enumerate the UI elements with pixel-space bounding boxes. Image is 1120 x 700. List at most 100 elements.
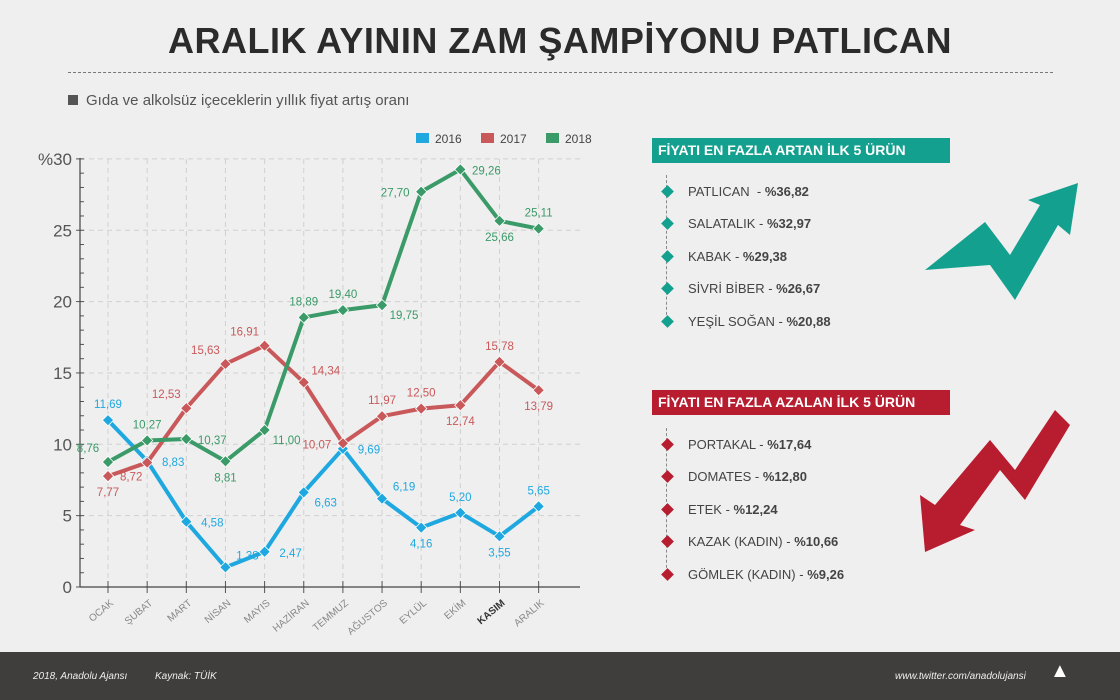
data-point — [454, 163, 467, 176]
data-label: 10,07 — [303, 439, 332, 451]
legend-swatch-2018 — [546, 133, 559, 143]
data-label: 19,40 — [329, 289, 358, 301]
legend-label-2018: 2018 — [565, 132, 592, 146]
data-label: 9,69 — [358, 445, 380, 457]
data-point — [493, 214, 506, 228]
y-tick-label: 0 — [63, 578, 72, 597]
data-point — [140, 456, 154, 469]
source: Kaynak: TÜİK — [155, 671, 217, 682]
data-label: 8,72 — [120, 472, 142, 484]
trend-up-arrow-icon — [925, 183, 1078, 300]
data-label: 12,50 — [407, 388, 436, 400]
trend-down-arrow-icon — [920, 410, 1070, 552]
increase-header: FİYATI EN FAZLA ARTAN İLK 5 ÜRÜN — [652, 138, 950, 163]
data-point — [375, 298, 389, 312]
data-label: 4,16 — [410, 539, 432, 551]
list-item: YEŞİL SOĞAN - %20,88 — [661, 305, 831, 338]
data-point — [180, 401, 193, 415]
y-tick-label: 20 — [53, 293, 72, 312]
data-point — [258, 339, 271, 352]
data-label: 27,70 — [381, 188, 410, 200]
twitter-link[interactable]: www.twitter.com/anadolujansi — [895, 671, 1026, 682]
data-label: 3,55 — [488, 547, 510, 559]
decrease-list: PORTAKAL - %17,64 DOMATES - %12,80 ETEK - … — [661, 428, 845, 591]
product-name: PORTAKAL - — [688, 436, 768, 452]
list-item: DOMATES - %12,80 — [661, 461, 844, 494]
legend-label-2016: 2016 — [435, 132, 462, 146]
product-value: %17,64 — [767, 436, 812, 452]
aa-logo: ▲ — [1050, 660, 1070, 682]
data-label: 18,89 — [289, 296, 318, 308]
data-label: 15,78 — [485, 341, 514, 353]
data-label: 29,26 — [472, 165, 501, 177]
square-bullet-icon — [68, 95, 78, 105]
data-point — [414, 402, 428, 415]
y-tick-label: 10 — [53, 435, 72, 454]
data-point — [336, 303, 350, 317]
product-value: %29,38 — [742, 248, 788, 264]
list-item: KAZAK (KADIN) - %10,66 — [661, 526, 844, 559]
data-label: 12,74 — [446, 416, 475, 428]
data-point — [493, 530, 506, 543]
data-label: 11,00 — [273, 435, 301, 447]
data-point — [375, 492, 389, 505]
data-label: 6,63 — [315, 497, 337, 509]
data-point — [375, 409, 389, 423]
data-label: 13,79 — [524, 401, 553, 413]
product-name: SİVRİ BİBER - — [688, 281, 777, 297]
data-label: 25,11 — [525, 208, 553, 220]
list-item: PORTAKAL - %17,64 — [661, 428, 844, 461]
data-label: 11,69 — [94, 399, 122, 411]
data-point — [180, 432, 193, 446]
data-point — [258, 545, 271, 558]
data-label: 6,19 — [393, 482, 415, 494]
product-value: %12,24 — [733, 501, 778, 517]
data-point — [219, 561, 232, 574]
data-label: 8,76 — [77, 443, 99, 455]
decrease-header: FİYATI EN FAZLA AZALAN İLK 5 ÜRÜN — [652, 390, 950, 415]
data-point — [454, 506, 467, 520]
data-point — [454, 398, 467, 412]
data-label: 15,63 — [191, 345, 220, 357]
data-point — [101, 455, 115, 469]
series-line-2017 — [107, 343, 540, 479]
page-title: ARALIK AYININ ZAM ŞAMPİYONU PATLICAN — [167, 20, 952, 61]
list-item: GÖMLEK (KADIN) - %9,26 — [661, 558, 845, 591]
data-label: 1,38 — [236, 550, 258, 562]
product-value: %9,26 — [807, 566, 845, 582]
series-line-2016 — [106, 418, 540, 570]
y-tick-label: 5 — [63, 507, 72, 526]
copyright: 2018, Anadolu Ajansı — [33, 671, 128, 682]
list-item: SALATALIK - %32,97 — [661, 208, 831, 241]
series-line-2018 — [107, 167, 540, 464]
data-point — [493, 355, 506, 369]
list-item: ETEK - %12,24 — [661, 493, 844, 526]
product-value: %20,88 — [786, 313, 831, 329]
product-value: %12,80 — [762, 469, 807, 485]
data-point — [297, 376, 310, 389]
product-value: %32,97 — [767, 216, 812, 232]
data-point — [219, 455, 232, 468]
legend-swatch-2016 — [416, 133, 429, 143]
data-point — [414, 521, 428, 534]
data-point — [532, 500, 545, 513]
product-name: SALATALIK - — [688, 216, 767, 232]
footer: 2018, Anadolu Ajansı Kaynak: TÜİK www.tw… — [0, 652, 1120, 700]
list-item: SİVRİ BİBER - %26,67 — [661, 273, 831, 306]
data-point — [258, 423, 271, 437]
product-name: DOMATES - — [688, 469, 763, 485]
list-item: PATLICAN - %36,82 — [661, 175, 831, 208]
y-tick-label: 15 — [53, 364, 72, 383]
title-divider — [68, 72, 1053, 73]
data-label: 16,91 — [230, 327, 259, 339]
data-label: 10,37 — [198, 435, 227, 447]
data-point — [219, 357, 232, 371]
data-point — [532, 383, 545, 397]
data-point — [101, 413, 115, 427]
data-point — [297, 311, 310, 324]
y-tick-label: %30 — [38, 150, 72, 169]
data-label: 10,27 — [133, 419, 162, 431]
product-name: KAZAK (KADIN) - — [688, 534, 795, 550]
product-name: GÖMLEK (KADIN) - — [688, 566, 808, 582]
